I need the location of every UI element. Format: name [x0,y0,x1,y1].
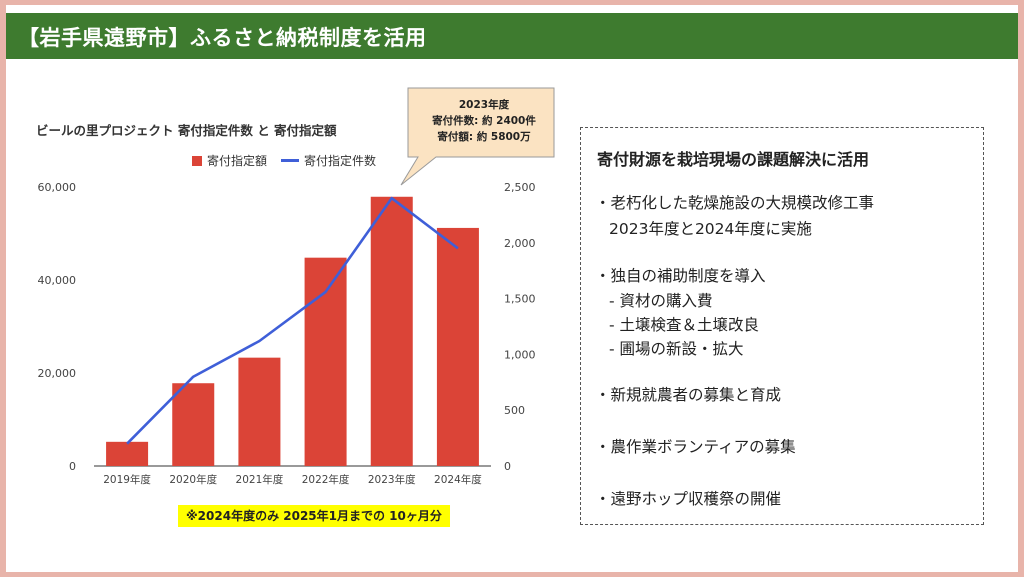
bar [106,441,149,466]
bar [436,227,479,466]
y-right-tick-label: 1,000 [504,348,536,361]
header-bar: 【岩手県遠野市】ふるさと納税制度を活用 [6,13,1018,59]
panel-item: ・老朽化した乾燥施設の大規模改修工事 [595,194,875,212]
legend-line-label: 寄付指定件数 [304,154,377,168]
x-tick-label: 2022年度 [302,473,350,486]
bar [304,257,347,466]
panel-sub-item: - 資材の購入費 [609,292,713,310]
callout-text: 2023年度 寄付件数: 約 2400件 寄付額: 約 5800万 [414,97,554,145]
bar [238,357,281,466]
panel-heading: 寄付財源を栽培現場の課題解決に活用 [597,150,870,169]
panel-sub-item: 2023年度と2024年度に実施 [609,220,812,238]
panel-item: ・新規就農者の募集と育成 [595,386,782,404]
chart-legend: 寄付指定額 寄付指定件数 [192,152,376,169]
slide: 【岩手県遠野市】ふるさと納税制度を活用 ビールの里プロジェクト 寄付指定件数 と… [6,5,1018,572]
y-right-tick-label: 2,500 [504,181,536,194]
y-right-tick-label: 0 [504,460,511,473]
bar [370,196,413,466]
info-panel: 寄付財源を栽培現場の課題解決に活用 ・老朽化した乾燥施設の大規模改修工事 202… [580,127,984,525]
chart-note: ※2024年度のみ 2025年1月までの 10ヶ月分 [178,505,450,527]
panel-item: ・遠野ホップ収穫祭の開催 [595,490,782,508]
x-tick-label: 2019年度 [103,473,151,486]
y-left-tick-label: 20,000 [38,367,77,380]
callout-line-1: 2023年度 [458,99,510,111]
x-tick-label: 2020年度 [169,473,217,486]
y-left-tick-label: 40,000 [38,274,77,287]
panel-sub-item: - 圃場の新設・拡大 [609,340,744,358]
callout-line-2: 寄付件数: 約 2400件 [432,115,536,127]
y-left-tick-label: 60,000 [38,181,77,194]
callout-bubble [400,87,555,186]
page-title: 【岩手県遠野市】ふるさと納税制度を活用 [18,26,427,50]
legend-bar-label: 寄付指定額 [207,154,268,168]
bar [172,383,215,466]
x-tick-label: 2024年度 [434,473,482,486]
y-right-tick-label: 1,500 [504,293,536,306]
callout-line-3: 寄付額: 約 5800万 [437,131,531,143]
chart-title: ビールの里プロジェクト 寄付指定件数 と 寄付指定額 [36,123,337,138]
y-left-tick-label: 0 [69,460,76,473]
x-tick-label: 2021年度 [236,473,284,486]
line-series [126,196,459,445]
legend-line-swatch [281,159,300,162]
y-right-tick-label: 2,000 [504,237,536,250]
panel-sub-item: - 土壌検査＆土壌改良 [609,316,760,334]
y-right-tick-label: 500 [504,404,525,417]
panel-item: ・農作業ボランティアの募集 [595,438,796,456]
x-tick-label: 2023年度 [368,473,416,486]
panel-item: ・独自の補助制度を導入 [595,267,766,285]
chart-svg: 0 20,000 40,000 60,000 0 500 1,000 1,500 2,000 2,… [38,87,555,486]
legend-bar-swatch [192,155,202,166]
